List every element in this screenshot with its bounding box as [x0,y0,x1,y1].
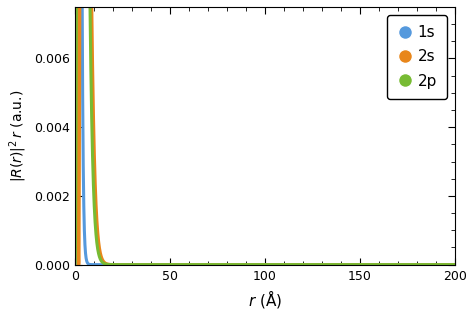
Y-axis label: $|R(r)|^2\,r$ (a.u.): $|R(r)|^2\,r$ (a.u.) [7,90,28,182]
X-axis label: $r$ (Å): $r$ (Å) [248,288,282,310]
Legend: 1s, 2s, 2p: 1s, 2s, 2p [387,15,447,99]
